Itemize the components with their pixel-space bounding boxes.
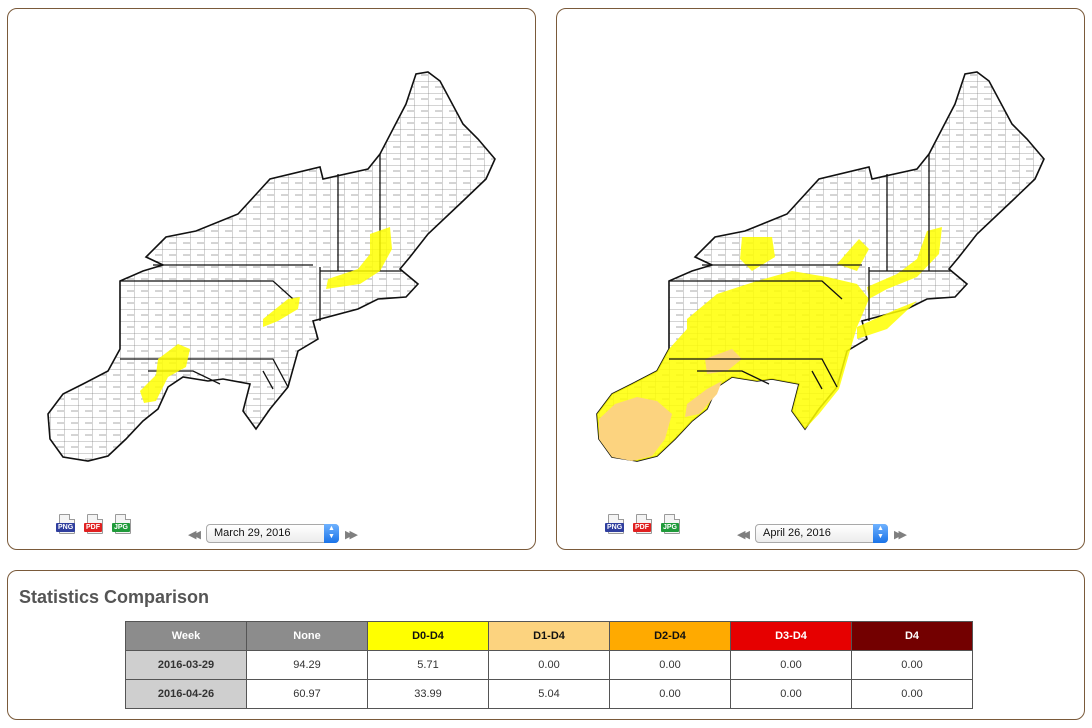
map-panel-march: PNG PDF JPG ◀◀ March 29, 2016 ▲ ▼ ▶▶ [7,8,536,550]
date-select-april[interactable]: April 26, 2016 ▲ ▼ [755,524,888,543]
statistics-table: Week None D0-D4 D1-D4 D2-D4 D3-D4 D4 201… [125,621,973,709]
northeast-region-outline [47,71,496,462]
jpg-download-button[interactable]: JPG [112,514,134,538]
pdf-label: PDF [633,523,651,532]
state-boundaries [669,154,952,390]
d0-drought-areas [140,227,392,403]
date-select-march[interactable]: March 29, 2016 ▲ ▼ [206,524,339,543]
header-d4: D4 [851,621,973,651]
jpg-download-button[interactable]: JPG [661,514,683,538]
previous-week-icon[interactable]: ◀◀ [188,529,201,541]
date-select-value: April 26, 2016 [763,527,831,539]
drought-map-april[interactable] [557,9,1084,509]
png-label: PNG [56,523,76,532]
table-header-row: Week None D0-D4 D1-D4 D2-D4 D3-D4 D4 [125,621,973,651]
header-none: None [246,621,368,651]
week-cell: 2016-04-26 [125,679,247,709]
png-download-button[interactable]: PNG [605,514,627,538]
table-cell: 5.71 [367,650,489,680]
map-controls-march: PNG PDF JPG ◀◀ March 29, 2016 ▲ ▼ ▶▶ [8,514,535,546]
map-controls-april: PNG PDF JPG ◀◀ April 26, 2016 ▲ ▼ ▶▶ [557,514,1084,546]
table-cell: 60.97 [246,679,368,709]
header-d1-d4: D1-D4 [488,621,610,651]
stepper-icon: ▲ ▼ [324,524,339,543]
jpg-label: JPG [661,523,680,532]
pdf-download-button[interactable]: PDF [84,514,106,538]
statistics-panel: Statistics Comparison Week None D0-D4 D1… [7,570,1085,720]
table-cell: 0.00 [609,650,731,680]
next-week-icon[interactable]: ▶▶ [345,529,358,541]
table-row: 2016-04-26 60.97 33.99 5.04 0.00 0.00 0.… [125,679,973,709]
png-download-button[interactable]: PNG [56,514,78,538]
stepper-icon: ▲ ▼ [873,524,888,543]
table-cell: 0.00 [851,679,973,709]
table-cell: 0.00 [730,650,852,680]
table-cell: 33.99 [367,679,489,709]
header-d3-d4: D3-D4 [730,621,852,651]
table-cell: 0.00 [851,650,973,680]
table-cell: 0.00 [609,679,731,709]
next-week-icon[interactable]: ▶▶ [894,529,907,541]
pdf-download-button[interactable]: PDF [633,514,655,538]
previous-week-icon[interactable]: ◀◀ [737,529,750,541]
d1-drought-areas [599,349,742,461]
header-d0-d4: D0-D4 [367,621,489,651]
table-cell: 0.00 [488,650,610,680]
header-week: Week [125,621,247,651]
png-label: PNG [605,523,625,532]
header-d2-d4: D2-D4 [609,621,731,651]
statistics-title: Statistics Comparison [19,587,210,607]
table-cell: 5.04 [488,679,610,709]
date-select-value: March 29, 2016 [214,527,291,539]
drought-map-march[interactable] [8,9,535,509]
week-cell: 2016-03-29 [125,650,247,680]
pdf-label: PDF [84,523,102,532]
map-panel-april: PNG PDF JPG ◀◀ April 26, 2016 ▲ ▼ ▶▶ [556,8,1085,550]
table-row: 2016-03-29 94.29 5.71 0.00 0.00 0.00 0.0… [125,650,973,680]
jpg-label: JPG [112,523,131,532]
table-cell: 0.00 [730,679,852,709]
table-cell: 94.29 [246,650,368,680]
